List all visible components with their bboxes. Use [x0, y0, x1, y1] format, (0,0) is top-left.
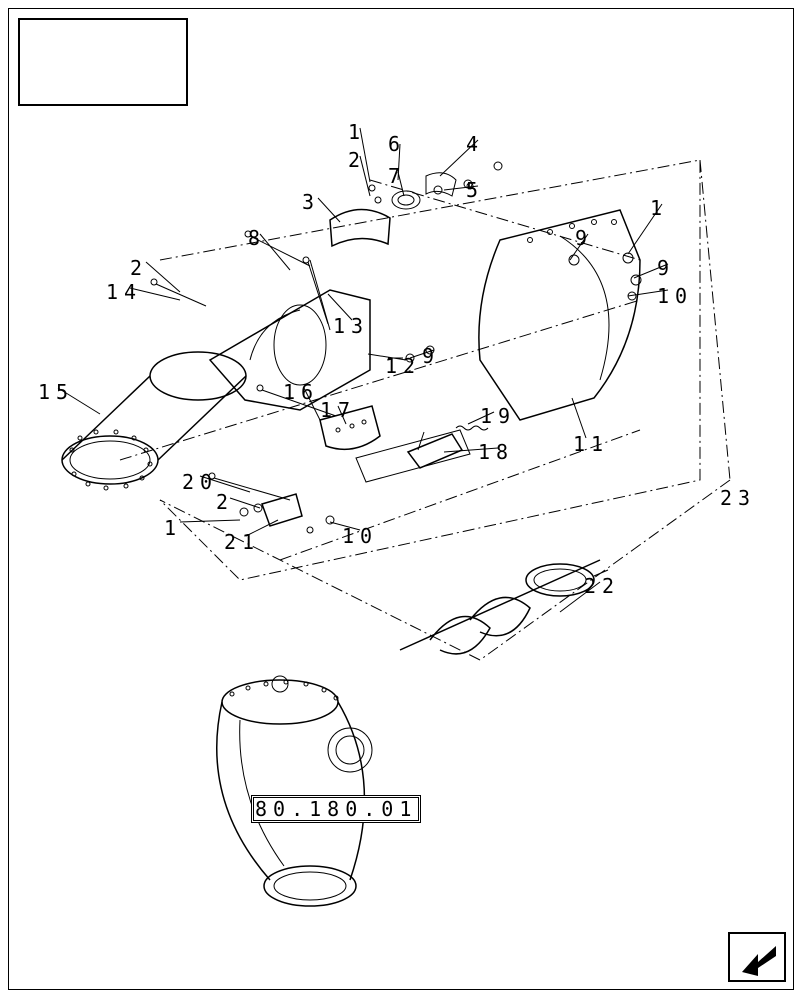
cross-reference: 80.180.01: [252, 796, 420, 822]
part-tube-15: [62, 352, 246, 490]
part-hood-11: [479, 210, 640, 420]
callout-21: 21: [224, 530, 260, 554]
part-auger-22: [400, 560, 608, 654]
callout-9: 9: [575, 226, 593, 250]
callout-19: 19: [480, 404, 516, 428]
callout-23: 23: [720, 486, 756, 510]
callout-16: 16: [283, 380, 319, 404]
callout-9: 9: [657, 256, 675, 280]
callout-17: 17: [320, 398, 356, 422]
callout-14: 14: [106, 280, 142, 304]
callout-2: 2: [130, 256, 148, 280]
part-elbow-ref: [217, 676, 372, 906]
callout-10: 10: [342, 524, 378, 548]
callout-22: 22: [584, 574, 620, 598]
callout-1: 1: [650, 196, 668, 220]
callout-15: 15: [38, 380, 74, 404]
callout-2: 2: [348, 148, 366, 172]
callout-20: 20: [182, 470, 218, 494]
callout-8: 8: [248, 226, 266, 250]
callout-2: 2: [216, 490, 234, 514]
callout-5: 5: [466, 178, 484, 202]
callout-3: 3: [302, 190, 320, 214]
callout-7: 7: [388, 164, 406, 188]
phantom-outline: [160, 160, 700, 580]
callout-18: 18: [478, 440, 514, 464]
page: 1246573189214910139121516171918112021211…: [0, 0, 804, 1000]
callout-13: 13: [333, 314, 369, 338]
callout-11: 11: [573, 432, 609, 456]
callout-10: 10: [657, 284, 693, 308]
callout-4: 4: [466, 132, 484, 156]
callout-1: 1: [348, 120, 366, 144]
callout-6: 6: [388, 132, 406, 156]
callout-12: 12: [385, 354, 421, 378]
nav-next-icon[interactable]: [728, 932, 786, 982]
callout-1: 1: [164, 516, 182, 540]
callout-9: 9: [422, 344, 440, 368]
